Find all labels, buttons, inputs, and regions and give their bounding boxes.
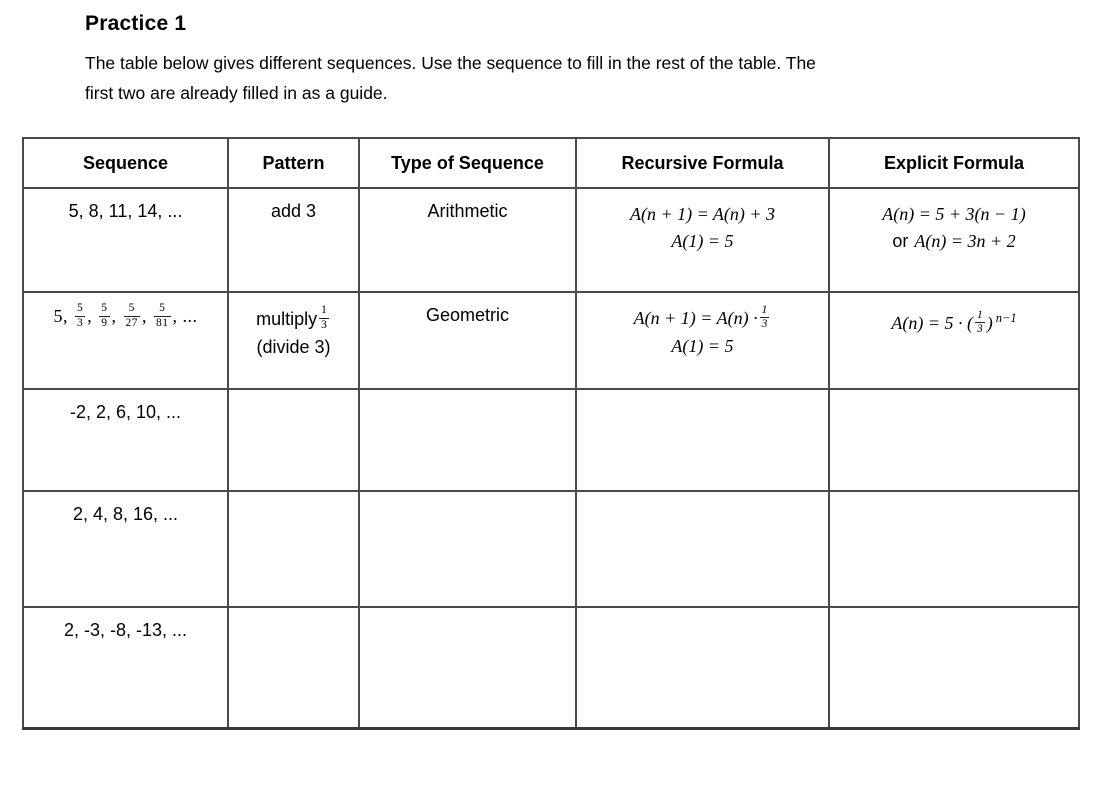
cell-sequence-row4: 2, 4, 8, 16, ... (22, 490, 229, 608)
table-row: 2, 4, 8, 16, ... (22, 490, 1080, 608)
explicit-formula-line1: A(n) = 5 · (1 3) n−1 (891, 308, 1017, 336)
header-pattern: Pattern (227, 137, 360, 189)
pattern-word: multiply (256, 309, 318, 329)
instructions-line-2: first two are already filled in as a gui… (85, 83, 388, 103)
header-recursive-formula: Recursive Formula (575, 137, 830, 189)
explicit-formula-line2: or A(n) = 3n + 2 (834, 228, 1074, 255)
separator: , (142, 306, 147, 327)
cell-recursive-row1: A(n + 1) = A(n) + 3 A(1) = 5 (575, 187, 830, 293)
cell-pattern-row3-empty (227, 388, 360, 492)
cell-type-row4-empty (358, 490, 577, 608)
cell-pattern-row5-empty (227, 606, 360, 730)
sequences-table: Sequence Pattern Type of Sequence Recurs… (22, 137, 1080, 730)
instructions-line-1: The table below gives different sequence… (85, 53, 816, 73)
pattern-line1: multiply 1 3 (233, 305, 354, 333)
cell-explicit-row5-empty (828, 606, 1080, 730)
fraction-5-81: 5 81 (154, 302, 171, 329)
explicit-formula-line1: A(n) = 5 + 3(n − 1) (882, 204, 1026, 224)
recursive-formula-line2: A(1) = 5 (671, 335, 734, 356)
cell-recursive-row3-empty (575, 388, 830, 492)
page-title: Practice 1 (85, 12, 187, 35)
recursive-formula-line2: A(1) = 5 (671, 231, 734, 251)
header-type-of-sequence: Type of Sequence (358, 137, 577, 189)
cell-explicit-row1: A(n) = 5 + 3(n − 1) or A(n) = 3n + 2 (828, 187, 1080, 293)
header-explicit-formula: Explicit Formula (828, 137, 1080, 189)
header-row: Sequence Pattern Type of Sequence Recurs… (22, 137, 1080, 189)
table-row: -2, 2, 6, 10, ... (22, 388, 1080, 492)
cell-pattern-row1: add 3 (227, 187, 360, 293)
instructions: The table below gives different sequence… (85, 48, 816, 108)
cell-explicit-row4-empty (828, 490, 1080, 608)
fraction-5-27: 5 27 (123, 302, 140, 329)
cell-type-row2: Geometric (358, 291, 577, 390)
cell-sequence-row5: 2, -3, -8, -13, ... (22, 606, 229, 730)
pattern-line2: (divide 3) (256, 337, 331, 358)
or-word: or (892, 231, 909, 251)
cell-explicit-row2: A(n) = 5 · (1 3) n−1 (828, 291, 1080, 390)
separator: , (111, 306, 117, 327)
cell-recursive-row2: A(n + 1) = A(n) · 1 3 A(1) = 5 (575, 291, 830, 390)
cell-type-row5-empty (358, 606, 577, 730)
cell-pattern-row2: multiply 1 3 (divide 3) (227, 291, 360, 390)
cell-recursive-row5-empty (575, 606, 830, 730)
separator: , ... (172, 306, 198, 327)
cell-pattern-row4-empty (227, 490, 360, 608)
recursive-formula-line1: A(n + 1) = A(n) · 1 3 (633, 303, 770, 331)
cell-recursive-row4-empty (575, 490, 830, 608)
exponent: n−1 (995, 311, 1017, 325)
header-sequence: Sequence (22, 137, 229, 189)
cell-type-row3-empty (358, 388, 577, 492)
table-row: 5, 8, 11, 14, ... add 3 Arithmetic A(n +… (22, 187, 1080, 293)
table-row: 2, -3, -8, -13, ... (22, 606, 1080, 730)
explicit-formula-alt: A(n) = 3n + 2 (914, 231, 1016, 251)
cell-sequence-row1: 5, 8, 11, 14, ... (22, 187, 229, 293)
cell-type-row1: Arithmetic (358, 187, 577, 293)
cell-explicit-row3-empty (828, 388, 1080, 492)
recursive-formula-line1: A(n + 1) = A(n) + 3 (629, 204, 776, 224)
cell-sequence-row3: -2, 2, 6, 10, ... (22, 388, 229, 492)
sequence-prefix: 5, (53, 306, 68, 327)
separator: , (87, 306, 93, 327)
